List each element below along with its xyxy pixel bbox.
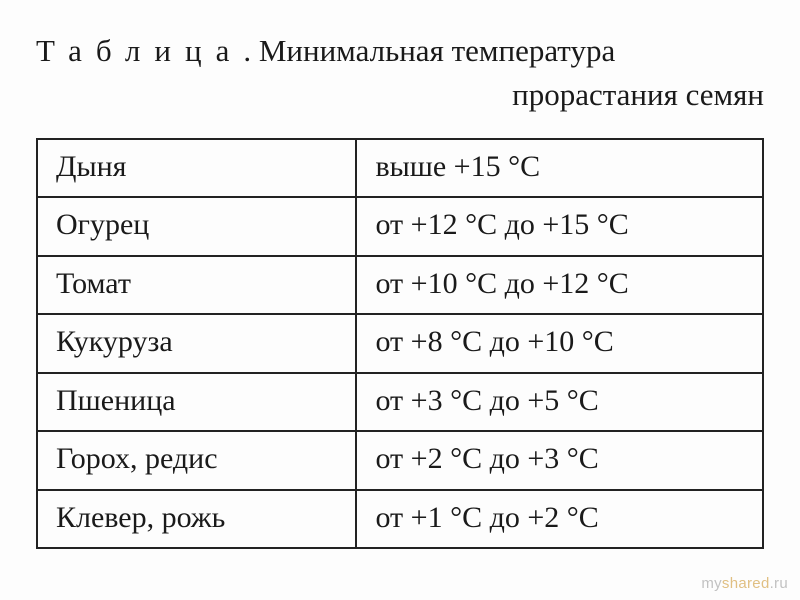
title-prefix-spaced: Таблица xyxy=(36,33,243,68)
cell-temp: от +2 °C до +3 °C xyxy=(356,431,763,490)
cell-plant: Пшеница xyxy=(37,373,356,432)
table-row: Горох, редис от +2 °C до +3 °C xyxy=(37,431,763,490)
table-row: Томат от +10 °C до +12 °C xyxy=(37,256,763,315)
cell-plant: Кукуруза xyxy=(37,314,356,373)
watermark: myshared.ru xyxy=(701,575,788,592)
germination-table: Дыня выше +15 °C Огурец от +12 °C до +15… xyxy=(36,138,764,550)
table-row: Дыня выше +15 °C xyxy=(37,139,763,198)
title-line-1: Таблица. Минимальная температура xyxy=(36,30,764,72)
table-row: Клевер, рожь от +1 °C до +2 °C xyxy=(37,490,763,549)
table-row: Кукуруза от +8 °C до +10 °C xyxy=(37,314,763,373)
cell-plant: Дыня xyxy=(37,139,356,198)
title-rest-line1: . Минимальная температура xyxy=(243,33,615,68)
cell-plant: Клевер, рожь xyxy=(37,490,356,549)
table-body: Дыня выше +15 °C Огурец от +12 °C до +15… xyxy=(37,139,763,549)
watermark-mid: shared xyxy=(722,575,770,592)
watermark-suffix: .ru xyxy=(770,575,788,592)
watermark-prefix: my xyxy=(701,575,722,592)
table-row: Пшеница от +3 °C до +5 °C xyxy=(37,373,763,432)
title-line-2: прорастания семян xyxy=(36,74,764,116)
cell-plant: Томат xyxy=(37,256,356,315)
cell-temp: от +12 °C до +15 °C xyxy=(356,197,763,256)
cell-temp: от +10 °C до +12 °C xyxy=(356,256,763,315)
cell-plant: Огурец xyxy=(37,197,356,256)
table-row: Огурец от +12 °C до +15 °C xyxy=(37,197,763,256)
title-block: Таблица. Минимальная температура прораст… xyxy=(36,30,764,116)
page: Таблица. Минимальная температура прораст… xyxy=(0,0,800,549)
cell-plant: Горох, редис xyxy=(37,431,356,490)
cell-temp: от +3 °C до +5 °C xyxy=(356,373,763,432)
cell-temp: от +1 °C до +2 °C xyxy=(356,490,763,549)
cell-temp: выше +15 °C xyxy=(356,139,763,198)
cell-temp: от +8 °C до +10 °C xyxy=(356,314,763,373)
